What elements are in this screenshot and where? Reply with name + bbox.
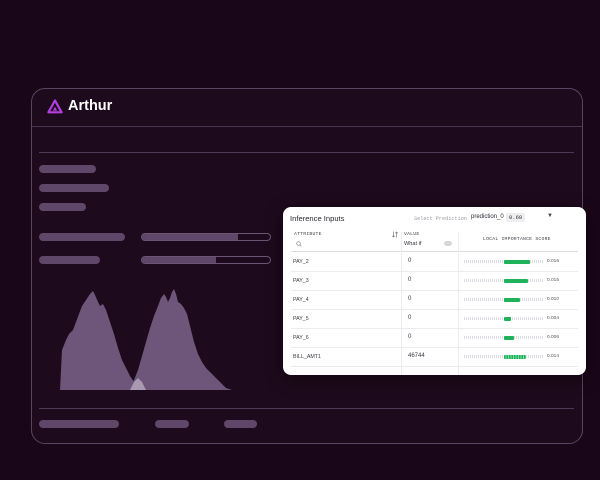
column-divider [401,232,402,375]
column-header-importance: LOCAL IMPORTANCE SCORE [483,237,551,242]
placeholder-line [39,256,100,264]
attribute-name: PAY_4 [293,297,309,303]
column-divider [458,232,459,375]
what-if-label: What if [404,241,422,247]
importance-track [464,278,543,283]
placeholder-line [224,420,257,428]
progress-bar [141,233,271,241]
progress-fill [142,257,217,263]
attribute-name: PAY_5 [293,316,309,322]
attribute-name: BILL_AMT1 [293,354,321,360]
importance-bar [504,316,511,321]
placeholder-line [39,420,119,428]
title-bar: Arthur [32,89,582,127]
attribute-name: PAY_6 [293,335,309,341]
attribute-value[interactable]: 0 [408,296,412,302]
importance-score: 0.004 [547,316,560,321]
arthur-triangle-icon [47,98,63,113]
table-row: PAY_3 0 0.015 [291,271,578,291]
attribute-value[interactable]: 0 [408,277,412,283]
importance-bar [504,259,530,264]
importance-track [464,259,543,264]
column-header-attribute: ATTRIBUTE [294,232,322,237]
importance-track [464,316,543,321]
distribution-overlap [130,378,146,390]
importance-score: 0.016 [547,259,560,264]
sort-icon[interactable] [392,231,398,238]
panel-title: Inference Inputs [290,214,345,223]
attribute-value[interactable]: 46744 [408,353,425,359]
placeholder-line [39,165,96,173]
attribute-value[interactable]: 0 [408,315,412,321]
importance-score: 0.015 [547,278,560,283]
attribute-value[interactable]: 0 [408,258,412,264]
importance-track [464,297,543,302]
table-row: BILL_AMT1 46744 0.014 [291,347,578,367]
importance-bar [504,354,527,359]
divider-bottom [39,408,574,409]
placeholder-line [39,203,86,211]
attribute-name: PAY_3 [293,278,309,284]
select-prediction-label: Select Prediction [414,216,467,222]
importance-bar [504,278,528,283]
table-row: PAY_6 0 0.006 [291,328,578,348]
attribute-name: PAY_2 [293,259,309,265]
progress-bar [141,256,271,264]
divider-top [39,152,574,153]
placeholder-line [39,184,109,192]
importance-score: 0.014 [547,354,560,359]
table-row: PAY_5 0 0.004 [291,309,578,329]
importance-bar [504,335,514,340]
arthur-logo[interactable]: Arthur [47,98,112,114]
distribution-peak-right [130,289,232,390]
importance-score: 0.010 [547,297,560,302]
placeholder-line [39,233,125,241]
importance-track [464,354,543,359]
chevron-down-icon: ▼ [547,213,553,219]
attribute-value[interactable]: 0 [408,334,412,340]
importance-track [464,335,543,340]
importance-bar [504,297,521,302]
selected-prediction-score: 0.60 [506,213,526,222]
search-icon[interactable] [296,241,302,247]
placeholder-line [155,420,189,428]
table-row: PAY_2 0 0.016 [291,252,578,272]
distribution-peak-left [60,291,138,390]
progress-fill [142,234,238,240]
distribution-area-chart [60,289,232,390]
what-if-toggle[interactable] [444,241,452,246]
prediction-dropdown[interactable]: prediction_0 0.60 ▼ [468,212,558,223]
table-header-divider [291,251,578,252]
selected-prediction: prediction_0 [471,214,504,220]
importance-score: 0.006 [547,335,560,340]
column-header-value: VALUE [404,232,420,237]
app-name: Arthur [68,98,113,114]
table-row: PAY_4 0 0.010 [291,290,578,310]
inference-inputs-panel: Inference Inputs Select Prediction predi… [283,207,586,375]
